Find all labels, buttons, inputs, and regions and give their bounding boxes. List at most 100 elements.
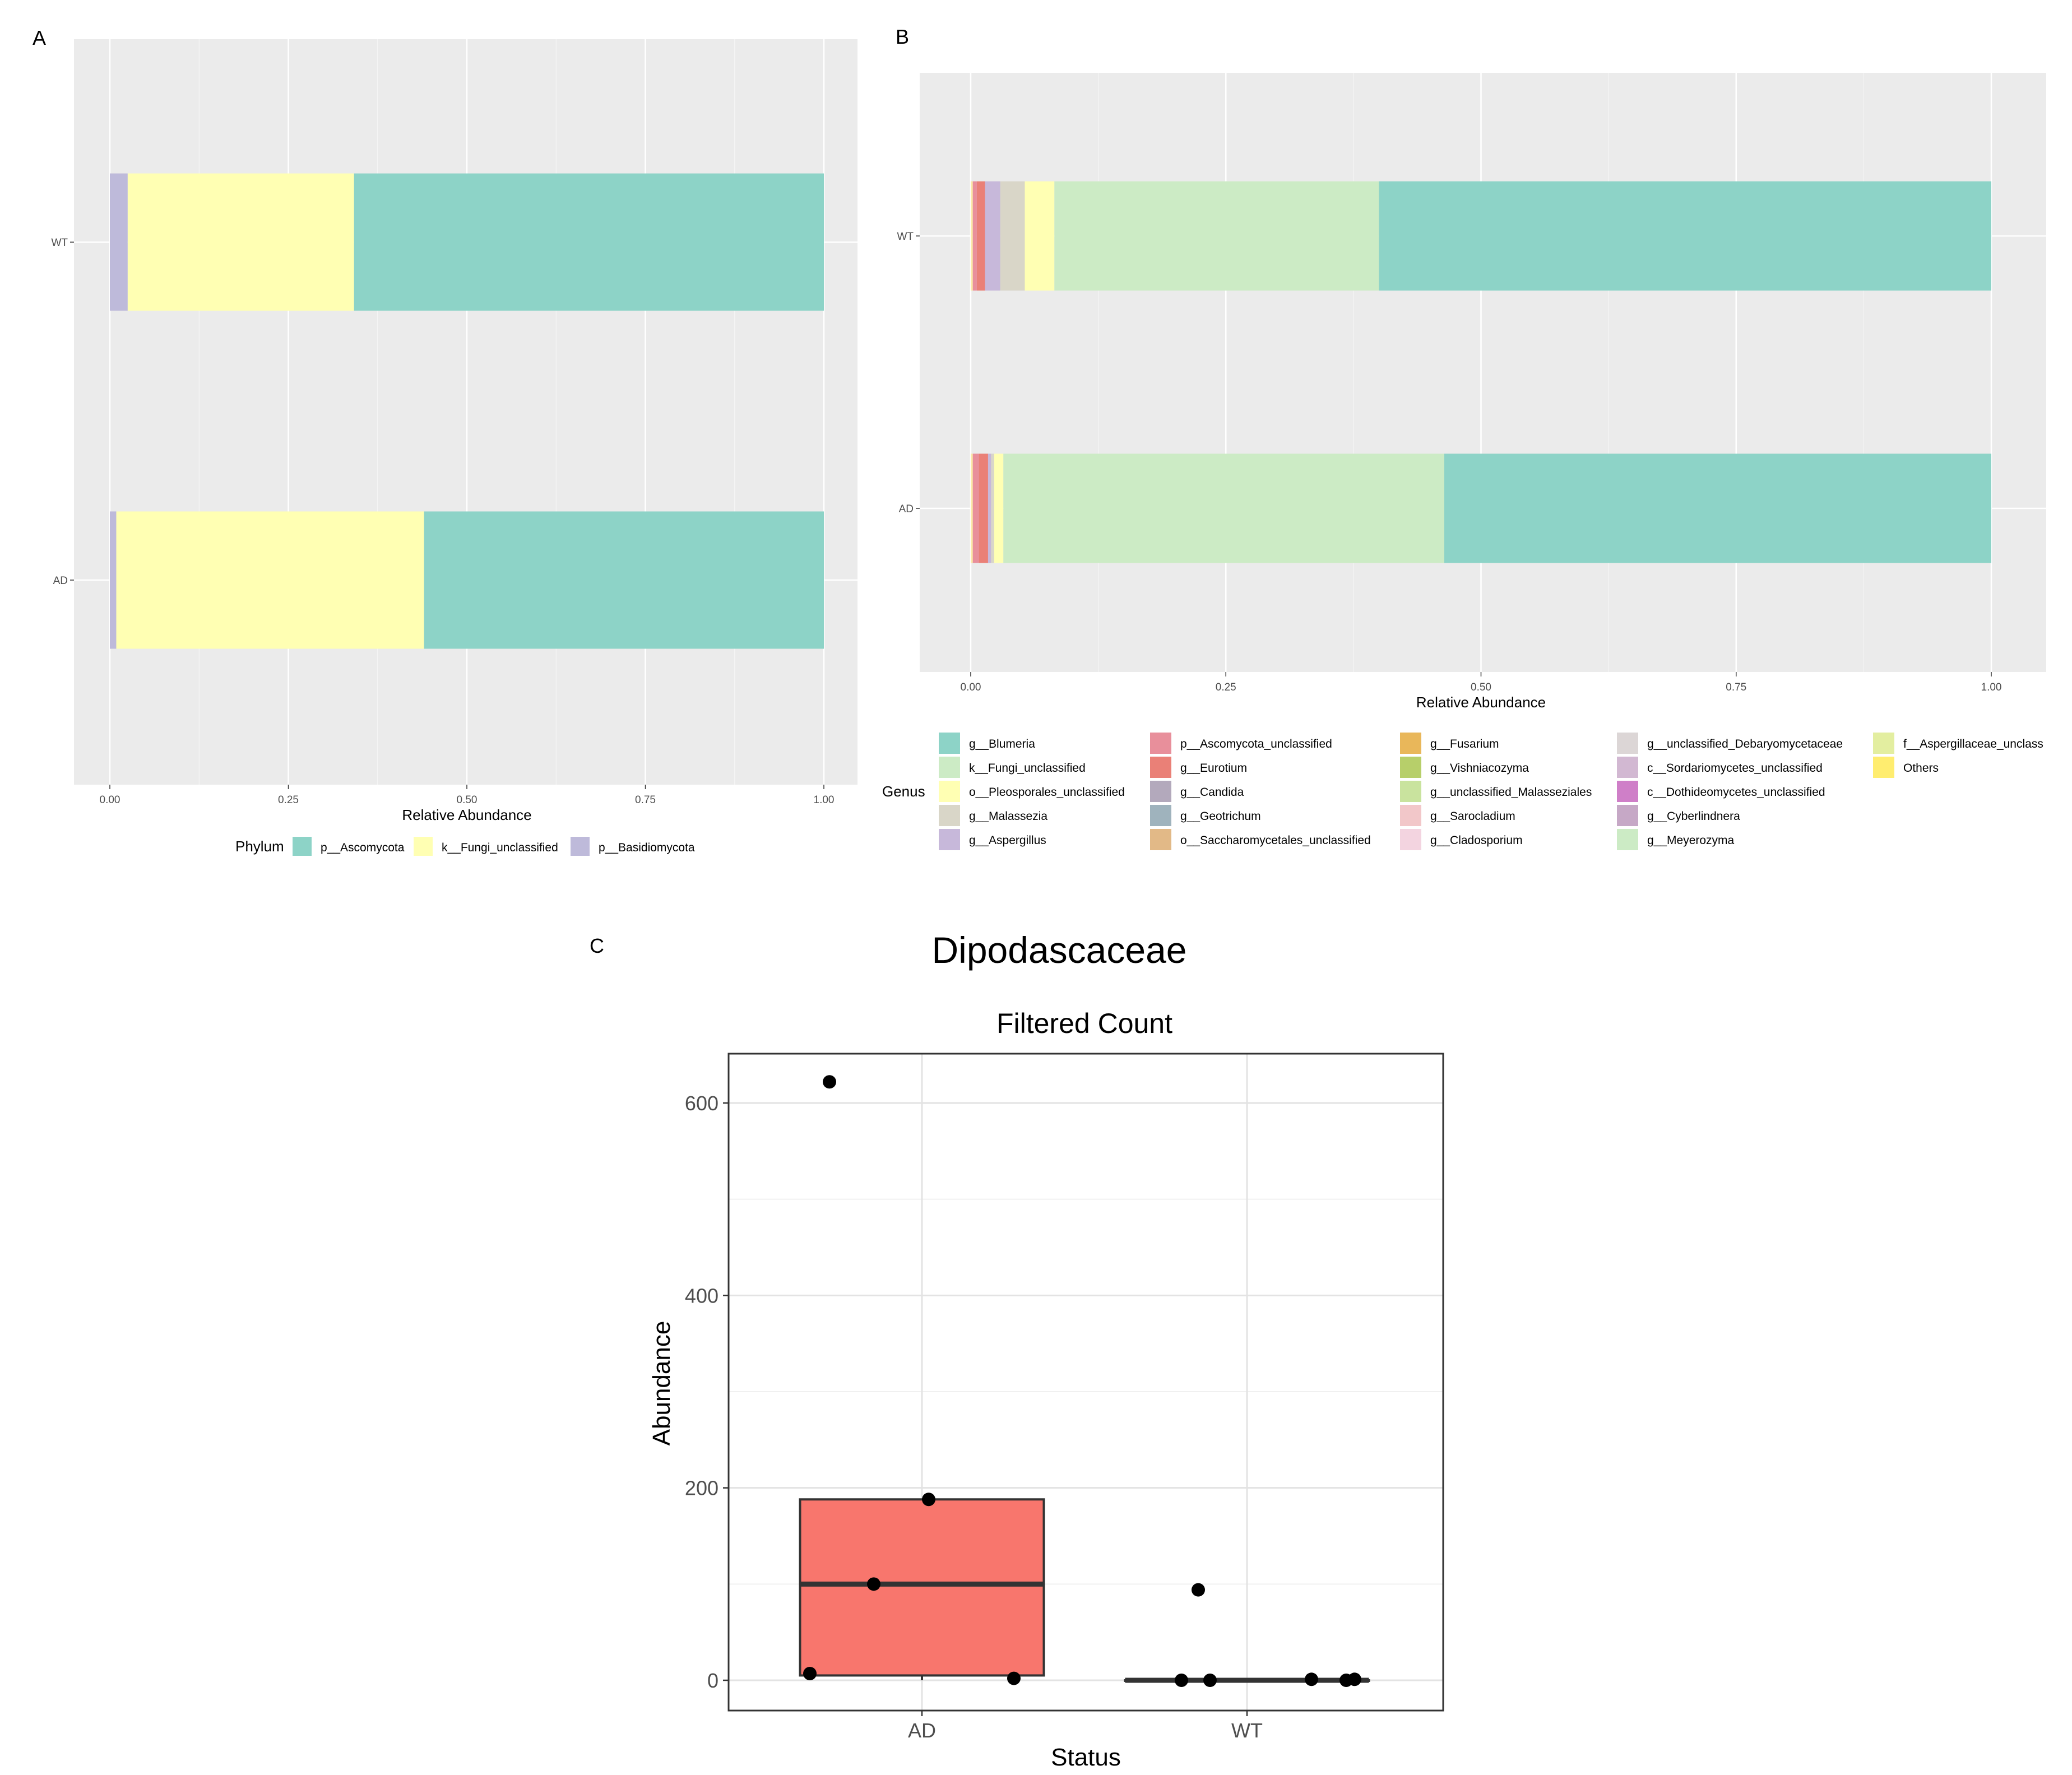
x-tick-label: AD: [908, 1719, 936, 1742]
y-tick-label: AD: [899, 503, 914, 515]
panel-c-label: C: [590, 934, 604, 957]
data-point-wt: [1192, 1583, 1205, 1597]
legend-key-g-meyerozyma: [1617, 829, 1638, 850]
bar-wt-k-fungi-unclassified: [127, 173, 354, 311]
legend-key-g-aspergillus: [939, 829, 960, 850]
legend-label-g-aspergillus: g__Aspergillus: [969, 834, 1046, 847]
x-tick-label: 0.25: [1216, 682, 1236, 693]
y-tick-label: 400: [685, 1284, 719, 1307]
data-point-wt: [1175, 1674, 1188, 1687]
x-axis-title: Relative Abundance: [1416, 694, 1546, 711]
legend-label-g-cyberlindnera: g__Cyberlindnera: [1647, 810, 1740, 823]
legend-label-g-candida: g__Candida: [1180, 786, 1244, 799]
legend-key-g-eurotium: [1150, 757, 1171, 778]
bar-ad-others: [971, 453, 973, 563]
y-tick-label: 0: [707, 1669, 719, 1692]
chart-a-phylum: 0.00 0.25 0.50 0.75 1.00 WT AD Relative Abundan…: [51, 39, 857, 856]
legend-key-o-pleosporales-unclassified: [939, 781, 960, 802]
x-tick-label: 0.75: [1726, 682, 1746, 693]
bar-wt-g-eurotium: [976, 181, 985, 291]
legend-key-g-candida: [1150, 781, 1171, 802]
bar-wt-o-pleosporales-unclassified: [1025, 181, 1055, 291]
legend-key-g-sarocladium: [1400, 805, 1421, 826]
legend-key-f-aspergillaceae-unclass: [1873, 733, 1894, 754]
legend-key-p-ascomycota-unclassified: [1150, 733, 1171, 754]
chart-b-genus: 0.00 0.25 0.50 0.75 1.00 WT AD Relative Abundan…: [882, 73, 2046, 850]
x-axis-title: Status: [1051, 1744, 1121, 1771]
panel-a-label: A: [33, 26, 46, 49]
data-point-ad: [803, 1666, 817, 1680]
y-axis-title: Abundance: [648, 1321, 675, 1446]
legend-label-g-cladosporium: g__Cladosporium: [1430, 834, 1523, 847]
legend-label-f-aspergillaceae-unclass: f__Aspergillaceae_unclass: [1903, 738, 2043, 750]
legend-key-c-sordariomycetes-unclassified: [1617, 757, 1638, 778]
legend-key-k-fungi-unclassified: [414, 837, 433, 856]
data-point-ad: [823, 1075, 836, 1089]
x-axis-title: Relative Abundance: [402, 807, 531, 823]
legend-key-c-dothideomycetes-unclassified: [1617, 781, 1638, 802]
legend-key-g-cyberlindnera: [1617, 805, 1638, 826]
bar-ad-o-pleosporales-unclassified: [994, 453, 1004, 563]
x-tick-label: 0.25: [278, 794, 299, 806]
legend-key-g-cladosporium: [1400, 829, 1421, 850]
legend-title: Phylum: [235, 838, 284, 855]
legend-label-o-pleosporales-unclassified: o__Pleosporales_unclassified: [969, 786, 1125, 799]
legend-label-k-fungi-unclassified: k__Fungi_unclassified: [442, 841, 558, 854]
x-tick-label: WT: [1231, 1719, 1263, 1742]
y-tick-label: WT: [51, 237, 68, 249]
bar-ad-k-fungi-unclassified: [116, 511, 424, 649]
x-tick-label: 0.50: [1471, 682, 1491, 693]
data-point-ad: [922, 1493, 935, 1507]
legend-key-o-saccharomycetales-unclassified: [1150, 829, 1171, 850]
bar-ad-k-fungi-unclassified: [1003, 453, 1444, 563]
legend-key-g-unclassified-debaryomycetaceae: [1617, 733, 1638, 754]
legend-key-k-fungi-unclassified: [939, 757, 960, 778]
x-tick-label: 0.50: [457, 794, 478, 806]
bar-wt-p-ascomycota: [354, 173, 824, 311]
legend-label-g-geotrichum: g__Geotrichum: [1180, 810, 1261, 823]
chart-title: Dipodascaceae: [932, 929, 1187, 971]
plot-background: [74, 39, 857, 785]
legend-label-c-dothideomycetes-unclassified: c__Dothideomycetes_unclassified: [1647, 786, 1825, 799]
x-tick-label: 1.00: [814, 794, 835, 806]
legend-label-p-basidiomycota: p__Basidiomycota: [599, 841, 695, 854]
data-point-ad: [1007, 1671, 1021, 1685]
bar-ad-p-basidiomycota: [110, 511, 117, 649]
legend-title: Genus: [882, 783, 925, 800]
legend-key-g-vishniacozyma: [1400, 757, 1421, 778]
legend-label-g-unclassified-malasseziales: g__unclassified_Malasseziales: [1430, 786, 1592, 799]
data-point-ad: [867, 1577, 880, 1591]
legend-label-g-vishniacozyma: g__Vishniacozyma: [1430, 762, 1529, 775]
y-tick-label: WT: [897, 231, 914, 243]
bar-ad-g-eurotium: [979, 453, 988, 563]
x-tick-label: 1.00: [1981, 682, 2002, 693]
legend-label-p-ascomycota-unclassified: p__Ascomycota_unclassified: [1180, 738, 1332, 750]
bar-wt-p-basidiomycota: [110, 173, 128, 311]
legend-label-g-malassezia: g__Malassezia: [969, 810, 1047, 823]
data-point-wt: [1305, 1672, 1318, 1686]
legend-label-k-fungi-unclassified: k__Fungi_unclassified: [969, 762, 1086, 775]
x-tick-label: 0.00: [961, 682, 981, 693]
bar-ad-g-aspergillus: [988, 453, 991, 563]
legend-label-g-eurotium: g__Eurotium: [1180, 762, 1247, 775]
panel-b-label: B: [896, 25, 909, 48]
legend-label-g-sarocladium: g__Sarocladium: [1430, 810, 1515, 823]
y-tick-label: 600: [685, 1092, 719, 1115]
legend-label-others: Others: [1903, 762, 1939, 775]
legend-key-others: [1873, 757, 1894, 778]
chart-subtitle: Filtered Count: [996, 1008, 1172, 1039]
bar-ad-g-malassezia: [991, 453, 994, 563]
y-tick-label: 200: [685, 1477, 719, 1500]
legend-label-g-fusarium: g__Fusarium: [1430, 738, 1499, 750]
bar-wt-g-malassezia: [1000, 181, 1025, 291]
bar-ad-p-ascomycota-unclassified: [972, 453, 979, 563]
legend-label-g-unclassified-debaryomycetaceae: g__unclassified_Debaryomycetaceae: [1647, 738, 1843, 750]
legend-key-g-blumeria: [939, 733, 960, 754]
legend-key-g-geotrichum: [1150, 805, 1171, 826]
legend-key-p-ascomycota: [293, 837, 312, 856]
plot-background: [920, 73, 2046, 672]
bar-wt-g-aspergillus: [985, 181, 1000, 291]
bar-wt-k-fungi-unclassified: [1054, 181, 1379, 291]
y-tick-label: AD: [53, 575, 68, 587]
legend-key-g-malassezia: [939, 805, 960, 826]
